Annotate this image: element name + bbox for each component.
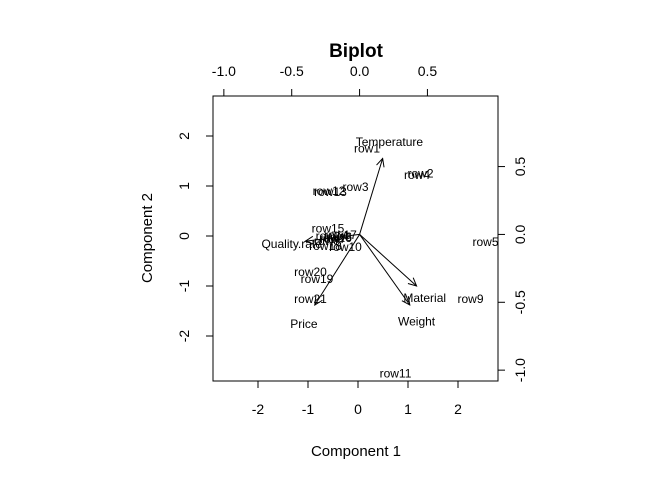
score-label: row11 <box>380 367 412 381</box>
score-label: row6 <box>326 230 352 244</box>
x-tick-label: -2 <box>252 401 265 417</box>
loading-arrowhead <box>314 296 323 306</box>
score-label: row2 <box>407 167 433 181</box>
x-axis-label: Component 1 <box>311 443 401 460</box>
score-label: row10 <box>329 240 362 254</box>
score-label: row1 <box>354 142 380 156</box>
score-label: row20 <box>294 265 327 279</box>
score-label: row19 <box>301 272 334 286</box>
score-label: row9 <box>457 292 483 306</box>
loading-arrow <box>314 234 360 306</box>
loading-label: Temperature <box>356 135 424 149</box>
score-label: row12 <box>313 184 346 198</box>
loading-label: Price <box>290 317 318 331</box>
score-label: row8 <box>314 234 340 248</box>
loading-arrowhead <box>304 235 314 245</box>
right-tick-label: -0.5 <box>512 290 528 314</box>
score-label: row7 <box>320 232 346 246</box>
right-tick-label: 0.0 <box>512 224 528 244</box>
score-label: row3 <box>342 180 368 194</box>
x-tick-label: 0 <box>354 401 362 417</box>
loading-label: Quality.rate <box>261 237 322 251</box>
top-tick-label: 0.5 <box>418 63 438 79</box>
loading-arrow <box>359 234 411 306</box>
right-tick-label: 0.5 <box>512 157 528 177</box>
score-label: row15 <box>312 222 345 236</box>
score-label: row13 <box>314 185 347 199</box>
loading-arrowhead <box>407 277 418 287</box>
score-label: row4 <box>404 168 430 182</box>
score-label: row21 <box>294 292 327 306</box>
loading-arrow <box>359 234 417 287</box>
right-tick-label: -1.0 <box>512 358 528 382</box>
y-tick-label: 2 <box>176 132 192 140</box>
x-tick-label: 2 <box>454 401 462 417</box>
y-tick-label: -2 <box>176 330 192 343</box>
chart-title: Biplot <box>329 41 383 62</box>
axes: -2 -1 0 1 2 -2 -1 0 1 2 -1.0 -0.5 0.0 0.5 -1.0 -0.5 0.0 0… <box>176 63 528 417</box>
loading-label: Weight <box>398 314 436 328</box>
top-tick-label: 0.0 <box>350 63 370 79</box>
score-label: row16 <box>319 231 352 245</box>
loading-vectors: Temperature Quality.rate Price Material Weig… <box>261 135 446 331</box>
top-tick-label: -1.0 <box>212 63 236 79</box>
score-label: row17 <box>324 228 357 242</box>
y-tick-label: -1 <box>176 280 192 293</box>
score-label: row14 <box>316 229 349 243</box>
y-tick-label: 1 <box>176 182 192 190</box>
loading-arrowhead <box>376 157 385 168</box>
loading-arrow <box>359 158 384 235</box>
top-tick-label: -0.5 <box>280 63 304 79</box>
score-label: row5 <box>472 235 498 249</box>
x-tick-label: -1 <box>302 401 315 417</box>
loading-arrow <box>305 233 360 242</box>
loading-label: Material <box>403 291 446 305</box>
score-label: row18 <box>309 239 342 253</box>
y-axis-label: Component 2 <box>139 193 156 283</box>
y-tick-label: 0 <box>176 232 192 240</box>
loading-arrowhead <box>401 296 411 306</box>
plot-frame <box>212 95 499 382</box>
x-tick-label: 1 <box>404 401 412 417</box>
